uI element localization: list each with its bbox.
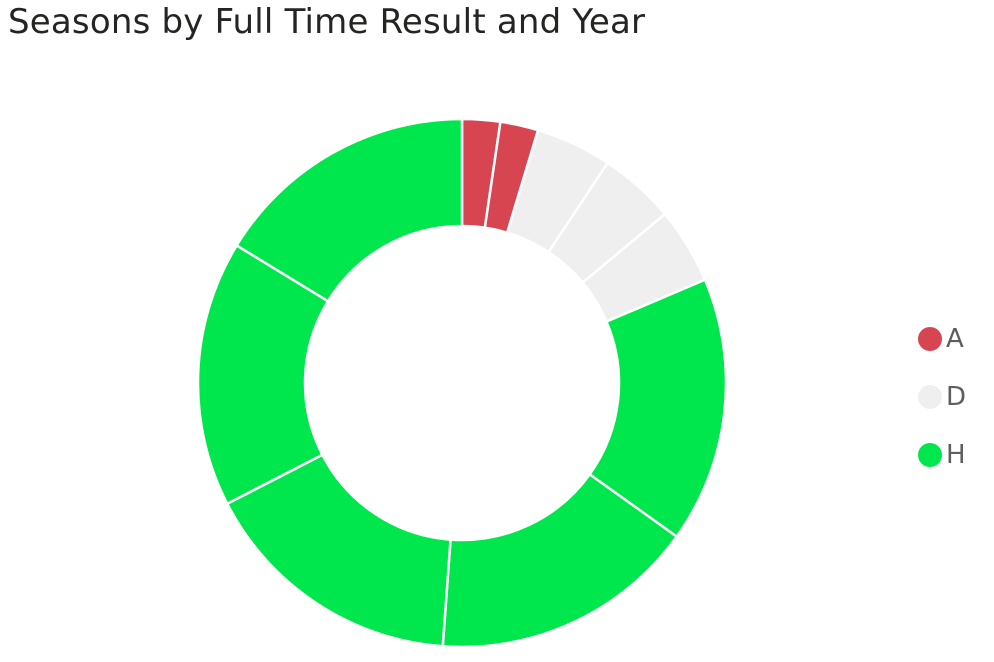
donut-slice-h-10[interactable] — [234, 117, 464, 303]
chart-title: Seasons by Full Time Result and Year — [8, 2, 646, 42]
legend: A D H — [918, 310, 966, 484]
legend-marker-a — [918, 327, 942, 351]
legend-marker-d — [918, 385, 942, 409]
legend-label-a: A — [946, 324, 964, 354]
legend-label-h: H — [946, 440, 966, 470]
legend-label-d: D — [946, 382, 967, 412]
legend-marker-h — [918, 443, 942, 467]
legend-item-a[interactable]: A — [918, 310, 966, 368]
legend-item-d[interactable]: D — [918, 368, 966, 426]
legend-item-h[interactable]: H — [918, 426, 966, 484]
